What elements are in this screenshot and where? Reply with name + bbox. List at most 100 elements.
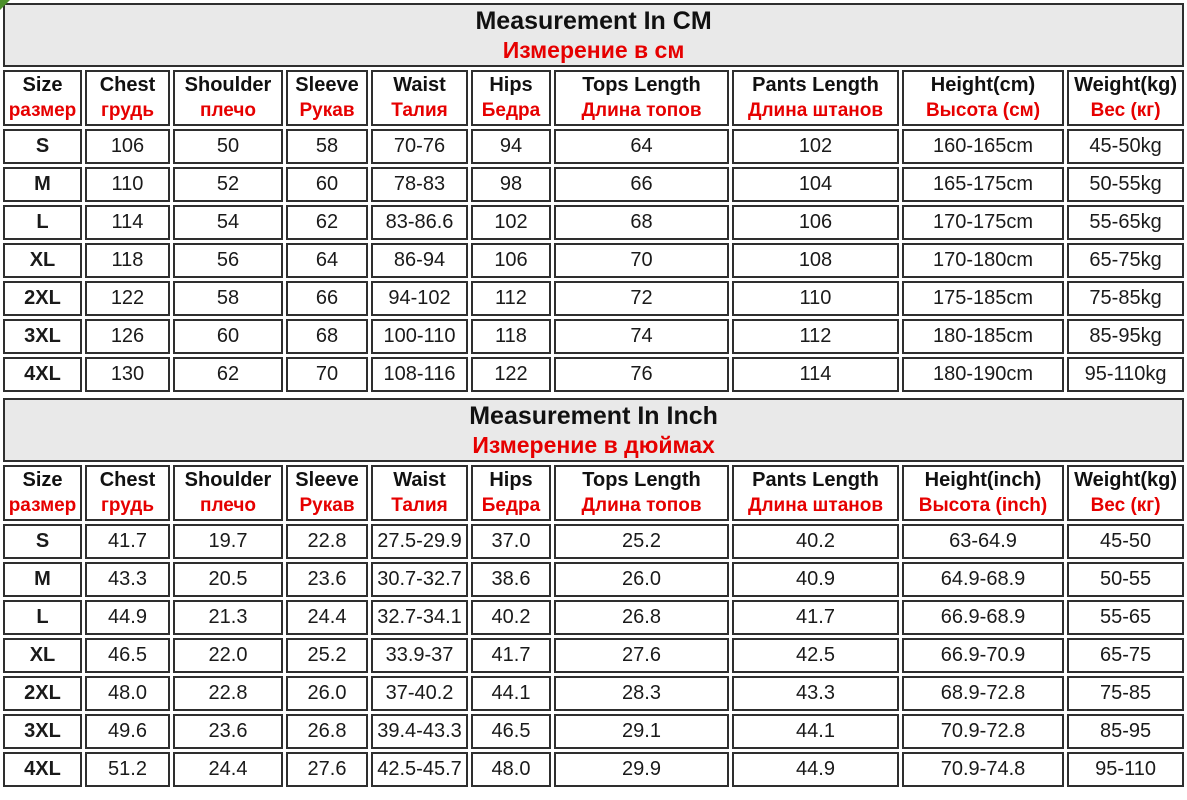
size-label-cell: XL <box>3 638 82 673</box>
column-label-en: Weight(kg) <box>1074 74 1178 97</box>
measurement-cell: 68.9-72.8 <box>902 676 1064 711</box>
measurement-cell: 64 <box>554 129 729 164</box>
measurement-cell: 94 <box>471 129 551 164</box>
measurement-cell: 98 <box>471 167 551 202</box>
measurement-cell: 24.4 <box>286 600 368 635</box>
table-title-ru: Измерение в см <box>502 36 685 63</box>
measurement-table-cm: Measurement In CM Измерение в см Size разме… <box>0 0 1187 395</box>
measurement-cell: 66.9-68.9 <box>902 600 1064 635</box>
table-row: XL 118 56 64 86-94 106 70 108 170-180cm 65-75kg <box>3 243 1185 278</box>
measurement-cell: 49.6 <box>85 714 170 749</box>
measurement-cell: 43.3 <box>85 562 170 597</box>
measurement-cell: 70-76 <box>371 129 468 164</box>
column-header-height-inch: Height(inch) Высота (inch) <box>902 465 1064 521</box>
table-row: 3XL 49.6 23.6 26.8 39.4-43.3 46.5 29.1 44.1 70.9… <box>3 714 1185 749</box>
measurement-cell: 95-110kg <box>1067 357 1185 392</box>
measurement-cell: 83-86.6 <box>371 205 468 240</box>
measurement-cell: 25.2 <box>554 524 729 559</box>
column-header-weight-kg: Weight(kg) Вес (кг) <box>1067 465 1185 521</box>
column-label-en: Size <box>22 74 63 97</box>
column-label-ru: Длина топов <box>581 495 702 517</box>
measurement-cell: 27.5-29.9 <box>371 524 468 559</box>
measurement-cell: 68 <box>286 319 368 354</box>
measurement-cell: 102 <box>471 205 551 240</box>
measurement-cell: 40.9 <box>732 562 899 597</box>
measurement-cell: 94-102 <box>371 281 468 316</box>
column-header-sleeve: Sleeve Рукав <box>286 465 368 521</box>
measurement-cell: 46.5 <box>471 714 551 749</box>
measurement-cell: 26.0 <box>286 676 368 711</box>
measurement-cell: 60 <box>173 319 283 354</box>
measurement-cell: 112 <box>732 319 899 354</box>
measurement-cell: 45-50kg <box>1067 129 1185 164</box>
column-label-en: Hips <box>489 74 533 97</box>
measurement-cell: 24.4 <box>173 752 283 787</box>
column-label-ru: Вес (кг) <box>1090 100 1161 122</box>
measurement-cell: 27.6 <box>554 638 729 673</box>
measurement-cell: 44.9 <box>85 600 170 635</box>
column-label-en: Tops Length <box>582 74 701 97</box>
column-label-ru: размер <box>8 495 77 517</box>
measurement-cell: 44.1 <box>732 714 899 749</box>
column-label-en: Height(inch) <box>924 469 1042 492</box>
size-label-cell: 3XL <box>3 714 82 749</box>
measurement-cell: 110 <box>732 281 899 316</box>
measurement-cell: 170-180cm <box>902 243 1064 278</box>
measurement-cell: 50 <box>173 129 283 164</box>
column-label-ru: плечо <box>199 100 257 122</box>
measurement-cell: 39.4-43.3 <box>371 714 468 749</box>
measurement-cell: 118 <box>471 319 551 354</box>
measurement-cell: 70 <box>554 243 729 278</box>
measurement-cell: 20.5 <box>173 562 283 597</box>
column-label-ru: размер <box>8 100 77 122</box>
measurement-cell: 48.0 <box>471 752 551 787</box>
measurement-cell: 65-75kg <box>1067 243 1185 278</box>
measurement-cell: 66 <box>554 167 729 202</box>
column-header-row: Size размер Chest грудь Shoulder плечо Sleeve Р… <box>3 465 1185 521</box>
size-label-cell: 2XL <box>3 281 82 316</box>
measurement-cell: 126 <box>85 319 170 354</box>
measurement-cell: 114 <box>85 205 170 240</box>
size-label-cell: M <box>3 562 82 597</box>
size-label-cell: S <box>3 129 82 164</box>
measurement-cell: 180-190cm <box>902 357 1064 392</box>
measurement-cell: 122 <box>471 357 551 392</box>
measurement-cell: 165-175cm <box>902 167 1064 202</box>
column-label-ru: грудь <box>100 100 155 122</box>
table-row: M 110 52 60 78-83 98 66 104 165-175cm 50-55kg <box>3 167 1185 202</box>
measurement-cell: 64.9-68.9 <box>902 562 1064 597</box>
measurement-cell: 54 <box>173 205 283 240</box>
size-label-cell: 3XL <box>3 319 82 354</box>
table-row: M 43.3 20.5 23.6 30.7-32.7 38.6 26.0 40.9 64.9-6… <box>3 562 1185 597</box>
table-row: 2XL 122 58 66 94-102 112 72 110 175-185cm 75-85kg <box>3 281 1185 316</box>
measurement-cell: 44.9 <box>732 752 899 787</box>
measurement-cell: 30.7-32.7 <box>371 562 468 597</box>
table-row: XL 46.5 22.0 25.2 33.9-37 41.7 27.6 42.5 66.9-70… <box>3 638 1185 673</box>
measurement-cell: 52 <box>173 167 283 202</box>
column-header-shoulder: Shoulder плечо <box>173 465 283 521</box>
measurement-cell: 19.7 <box>173 524 283 559</box>
column-header-height-cm: Height(cm) Высота (см) <box>902 70 1064 126</box>
measurement-cell: 38.6 <box>471 562 551 597</box>
measurement-cell: 50-55 <box>1067 562 1185 597</box>
measurement-cell: 25.2 <box>286 638 368 673</box>
measurement-cell: 40.2 <box>471 600 551 635</box>
column-label-en: Pants Length <box>752 74 879 97</box>
table-title: Measurement In CM Измерение в см <box>3 3 1185 67</box>
column-header-shoulder: Shoulder плечо <box>173 70 283 126</box>
column-header-weight-kg: Weight(kg) Вес (кг) <box>1067 70 1185 126</box>
table-row: 3XL 126 60 68 100-110 118 74 112 180-185cm 85-95k… <box>3 319 1185 354</box>
measurement-cell: 106 <box>732 205 899 240</box>
measurement-cell: 58 <box>173 281 283 316</box>
measurement-cell: 41.7 <box>85 524 170 559</box>
measurement-table-inch: Measurement In Inch Измерение в дюймах Siz… <box>0 395 1187 790</box>
measurement-cell: 72 <box>554 281 729 316</box>
column-label-ru: Длина штанов <box>747 495 884 517</box>
column-header-sleeve: Sleeve Рукав <box>286 70 368 126</box>
measurement-cell: 130 <box>85 357 170 392</box>
measurement-cell: 22.0 <box>173 638 283 673</box>
table-title-ru: Измерение в дюймах <box>472 431 715 458</box>
column-label-en: Waist <box>393 469 446 492</box>
size-label-cell: 4XL <box>3 752 82 787</box>
measurement-cell: 64 <box>286 243 368 278</box>
